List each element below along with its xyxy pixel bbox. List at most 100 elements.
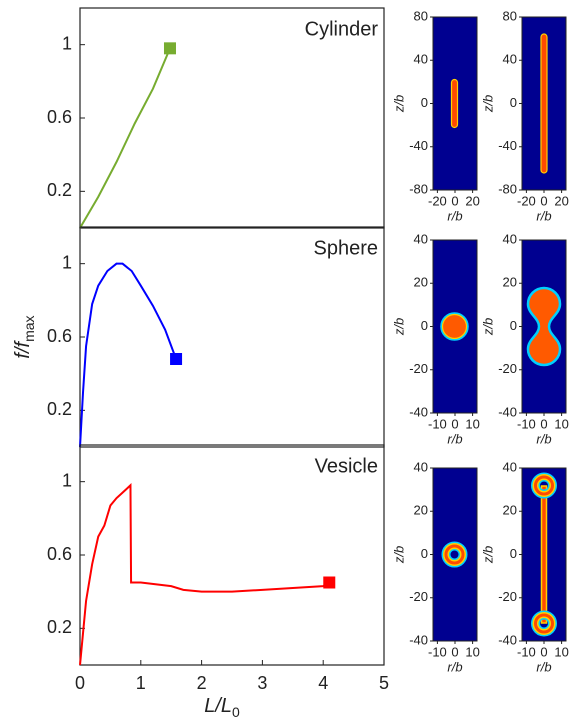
y-tick-label: -40 bbox=[498, 404, 517, 419]
x-tick-label: 10 bbox=[554, 644, 568, 659]
x-tick-label: 0 bbox=[451, 193, 458, 208]
data-line bbox=[79, 483, 330, 666]
y-tick-label: 20 bbox=[414, 503, 428, 518]
x-axis-label: L/L0 bbox=[204, 695, 240, 719]
y-tick-label: 1 bbox=[62, 470, 72, 490]
vesicle-tether bbox=[540, 485, 548, 624]
y-tick-label: 20 bbox=[503, 275, 517, 290]
x-axis-label: r/b bbox=[536, 659, 551, 674]
x-tick-label: 0 bbox=[540, 644, 547, 659]
data-line bbox=[79, 47, 171, 229]
y-tick-label: 0.6 bbox=[47, 107, 72, 127]
x-axis-label-sub: 0 bbox=[232, 704, 240, 720]
y-tick-label: 0.2 bbox=[47, 617, 72, 637]
y-tick-label: 40 bbox=[503, 52, 517, 67]
x-tick-label: 20 bbox=[554, 193, 568, 208]
sphere-edge bbox=[441, 313, 468, 340]
y-tick-label: -20 bbox=[498, 589, 517, 604]
x-axis-label: r/b bbox=[447, 659, 462, 674]
y-tick-label: 1 bbox=[62, 33, 72, 53]
y-tick-label: -40 bbox=[409, 138, 428, 153]
x-tick-label: 3 bbox=[257, 673, 267, 693]
y-tick-label: 0.6 bbox=[47, 326, 72, 346]
x-tick-label: 1 bbox=[136, 673, 146, 693]
y-tick-label: 0 bbox=[421, 318, 428, 333]
x-axis-label: r/b bbox=[536, 431, 551, 446]
y-tick-label: -20 bbox=[409, 361, 428, 376]
y-tick-label: 40 bbox=[414, 52, 428, 67]
y-tick-label: 0 bbox=[510, 546, 517, 561]
x-tick-label: -10 bbox=[428, 644, 447, 659]
x-tick-label: 4 bbox=[318, 673, 328, 693]
end-marker bbox=[163, 42, 176, 55]
x-tick-label: 0 bbox=[540, 416, 547, 431]
x-tick-label: -20 bbox=[517, 193, 536, 208]
x-axis-label: r/b bbox=[536, 208, 551, 223]
y-tick-label: 0.2 bbox=[47, 180, 72, 200]
x-tick-label: 0 bbox=[75, 673, 85, 693]
y-tick-label: 40 bbox=[503, 231, 517, 246]
data-line bbox=[79, 262, 178, 448]
vesicle bbox=[534, 613, 554, 634]
y-tick-label: 20 bbox=[503, 503, 517, 518]
y-tick-label: -80 bbox=[498, 181, 517, 196]
y-axis-label: z/b bbox=[391, 318, 406, 336]
y-tick-label: 0 bbox=[421, 546, 428, 561]
x-tick-label: -10 bbox=[517, 644, 536, 659]
x-axis-label-main: L/L bbox=[204, 695, 232, 717]
y-axis-label-main: f/f bbox=[12, 339, 34, 358]
y-tick-label: -40 bbox=[409, 632, 428, 647]
x-tick-label: 10 bbox=[465, 644, 479, 659]
y-tick-label: -80 bbox=[409, 181, 428, 196]
y-tick-label: 0 bbox=[510, 318, 517, 333]
y-tick-label: 0.2 bbox=[47, 399, 72, 419]
y-tick-label: 40 bbox=[414, 459, 428, 474]
x-axis-label: r/b bbox=[447, 431, 462, 446]
x-tick-label: -10 bbox=[428, 416, 447, 431]
y-tick-label: 40 bbox=[414, 231, 428, 246]
y-tick-label: 40 bbox=[503, 459, 517, 474]
y-tick-label: -40 bbox=[498, 138, 517, 153]
y-tick-label: 80 bbox=[503, 8, 517, 23]
field-images bbox=[433, 17, 566, 641]
cylinder-long bbox=[540, 33, 548, 174]
y-tick-label: 0.6 bbox=[47, 544, 72, 564]
x-tick-label: 0 bbox=[451, 416, 458, 431]
y-axis-label: z/b bbox=[391, 546, 406, 564]
end-marker bbox=[323, 576, 336, 589]
end-marker bbox=[170, 353, 183, 365]
y-tick-label: 1 bbox=[62, 252, 72, 272]
vesicle bbox=[534, 475, 554, 496]
panel-title: Vesicle bbox=[315, 455, 378, 477]
plot-frame bbox=[79, 226, 385, 448]
x-tick-label: 0 bbox=[540, 193, 547, 208]
plot-frame bbox=[79, 444, 385, 666]
y-tick-label: -20 bbox=[409, 589, 428, 604]
y-tick-label: -20 bbox=[498, 361, 517, 376]
y-axis-label: z/b bbox=[480, 546, 495, 564]
y-tick-label: -40 bbox=[498, 632, 517, 647]
panel-title: Sphere bbox=[314, 237, 379, 259]
y-axis-label: z/b bbox=[391, 95, 406, 113]
sphere bbox=[440, 312, 469, 341]
y-tick-label: 0 bbox=[510, 95, 517, 110]
y-tick-label: 0 bbox=[421, 95, 428, 110]
y-tick-label: 80 bbox=[414, 8, 428, 23]
image-background bbox=[433, 468, 477, 641]
x-axis-label: r/b bbox=[447, 208, 462, 223]
cylinder-short bbox=[450, 78, 459, 129]
x-tick-label: -20 bbox=[428, 193, 447, 208]
x-tick-label: 0 bbox=[451, 644, 458, 659]
y-tick-label: 20 bbox=[414, 275, 428, 290]
y-axis-label: f/fmax bbox=[12, 315, 36, 358]
y-axis-label: z/b bbox=[480, 318, 495, 336]
panel-title: Cylinder bbox=[305, 18, 379, 40]
y-axis-label: z/b bbox=[480, 95, 495, 113]
x-tick-label: 10 bbox=[465, 416, 479, 431]
x-tick-label: 2 bbox=[197, 673, 207, 693]
x-tick-label: 5 bbox=[379, 673, 389, 693]
plot-frame bbox=[79, 7, 385, 229]
vesicle bbox=[444, 544, 465, 565]
y-axis-label-sub: max bbox=[21, 315, 37, 341]
